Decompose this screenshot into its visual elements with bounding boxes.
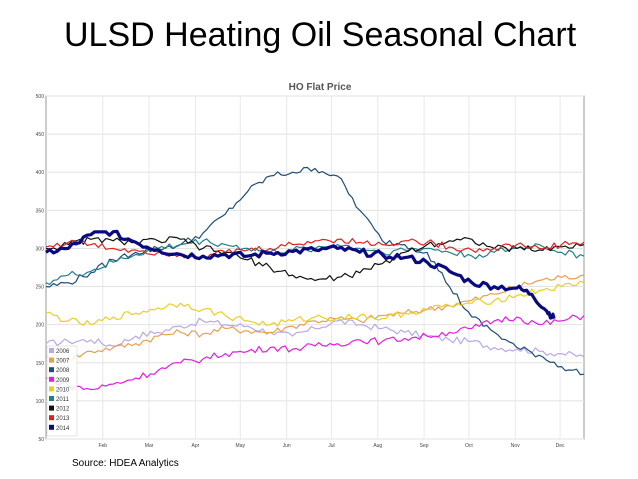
legend-label-2010: 2010 [56, 387, 70, 393]
legend-swatch-2009 [49, 376, 54, 382]
y-tick-label-50: 50 [38, 437, 44, 443]
legend-swatch-2006 [49, 348, 54, 353]
series-line-2008 [45, 166, 585, 376]
series-line-2010 [45, 280, 585, 327]
series-lines [45, 166, 585, 391]
series-line-2009 [45, 314, 585, 391]
chart-title: HO Flat Price [289, 82, 352, 93]
legend-label-2011: 2011 [56, 397, 70, 403]
legend-swatch-2013 [49, 415, 54, 421]
y-tick-label-250: 250 [36, 285, 45, 291]
x-tick-label-mar: Mar [145, 443, 154, 449]
y-tick-label-450: 450 [36, 132, 45, 138]
legend-swatch-2012 [49, 405, 54, 411]
series-line-2007 [45, 274, 585, 362]
x-tick-label-sep: Sep [420, 443, 429, 449]
x-tick-label-aug: Aug [373, 443, 382, 449]
legend-swatch-2008 [49, 367, 54, 373]
y-tick-label-400: 400 [36, 170, 45, 176]
source-note: Source: HDEA Analytics [72, 458, 179, 469]
plot-frame [45, 95, 585, 440]
x-tick-label-oct: Oct [465, 443, 473, 449]
x-tick-label-feb: Feb [98, 443, 107, 449]
ho-flat-price-chart: HO Flat Price 50 100 150 200 250 300 350 400 450… [30, 78, 592, 450]
legend-label-2006: 2006 [56, 349, 70, 355]
legend-swatch-2007 [49, 357, 54, 363]
legend-label-2013: 2013 [56, 416, 70, 422]
x-tick-label-jul: Jul [328, 443, 334, 449]
x-tick-label-jun: Jun [283, 443, 291, 449]
y-axis-ticks: 50 100 150 200 250 300 350 400 450 500 [36, 94, 45, 443]
x-tick-label-apr: Apr [192, 443, 200, 449]
slide-title: ULSD Heating Oil Seasonal Chart [64, 16, 577, 54]
legend-swatch-2010 [49, 386, 54, 392]
y-tick-label-300: 300 [36, 246, 45, 252]
y-tick-label-350: 350 [36, 208, 45, 214]
x-axis-ticks: Feb Mar Apr May Jun Jul Aug Sep Oct Nov Dec [98, 443, 565, 449]
x-tick-label-may: May [236, 443, 246, 449]
series-line-2006 [45, 317, 585, 358]
y-tick-label-500: 500 [36, 94, 45, 100]
y-tick-label-200: 200 [36, 323, 45, 329]
x-tick-label-nov: Nov [511, 443, 520, 449]
y-tick-label-100: 100 [36, 399, 45, 405]
legend-label-2009: 2009 [56, 378, 70, 384]
legend-swatch-2011 [49, 396, 54, 401]
x-tick-label-dec: Dec [556, 443, 565, 449]
legend-label-2012: 2012 [56, 407, 70, 413]
legend-label-2014: 2014 [56, 426, 70, 432]
legend: 2006 2007 2008 2009 2010 2011 2012 2013 2014 [46, 345, 78, 437]
legend-label-2007: 2007 [56, 359, 70, 365]
series-line-2013 [45, 238, 585, 260]
legend-swatch-2014 [49, 424, 54, 430]
y-tick-label-150: 150 [36, 361, 45, 367]
legend-label-2008: 2008 [56, 368, 70, 374]
series-line-2014 [45, 229, 556, 320]
chart-container: HO Flat Price 50 100 150 200 250 300 350 400 450… [30, 78, 592, 450]
